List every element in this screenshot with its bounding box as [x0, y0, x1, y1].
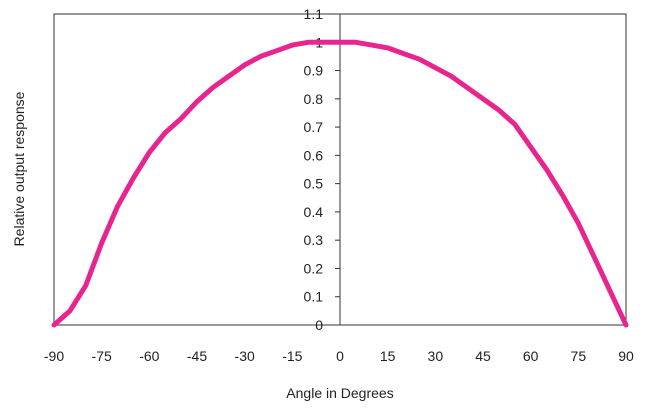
y-tick-label: 0.2 — [304, 260, 324, 276]
x-axis-ticks: -90 -75 -60 -45 -30 -15 0 15 30 45 60 75 90 — [44, 348, 634, 364]
series-line — [51, 39, 629, 328]
y-tick-label: 0.1 — [304, 289, 324, 305]
x-tick-label: 90 — [618, 348, 634, 364]
x-tick-label: 0 — [336, 348, 344, 364]
series-group — [51, 39, 629, 328]
y-axis-title: Relative output response — [11, 91, 27, 246]
y-tick-label: 0.7 — [304, 119, 324, 135]
x-tick-label: -15 — [282, 348, 302, 364]
y-tick-label: 0.8 — [304, 91, 324, 107]
x-tick-label: 75 — [571, 348, 587, 364]
x-tick-label: 30 — [428, 348, 444, 364]
x-tick-label: -60 — [139, 348, 159, 364]
x-tick-label: -75 — [92, 348, 112, 364]
x-tick-label: -90 — [44, 348, 64, 364]
y-tick-label: 0.6 — [304, 147, 324, 163]
x-tick-label: 15 — [380, 348, 396, 364]
x-tick-label: 45 — [475, 348, 491, 364]
y-tick-label: 1.1 — [304, 6, 324, 22]
y-tick-label: 0 — [315, 317, 323, 333]
x-tick-label: -45 — [187, 348, 207, 364]
x-axis-title: Angle in Degrees — [286, 385, 393, 401]
x-tick-label: 60 — [523, 348, 539, 364]
y-axis-ticks: 00.10.20.30.40.50.60.70.80.911.1 — [304, 6, 340, 333]
y-tick-label: 0.3 — [304, 232, 324, 248]
y-tick-label: 0.5 — [304, 176, 324, 192]
y-tick-label: 0.9 — [304, 63, 324, 79]
y-tick-label: 0.4 — [304, 204, 324, 220]
x-tick-label: -30 — [235, 348, 255, 364]
